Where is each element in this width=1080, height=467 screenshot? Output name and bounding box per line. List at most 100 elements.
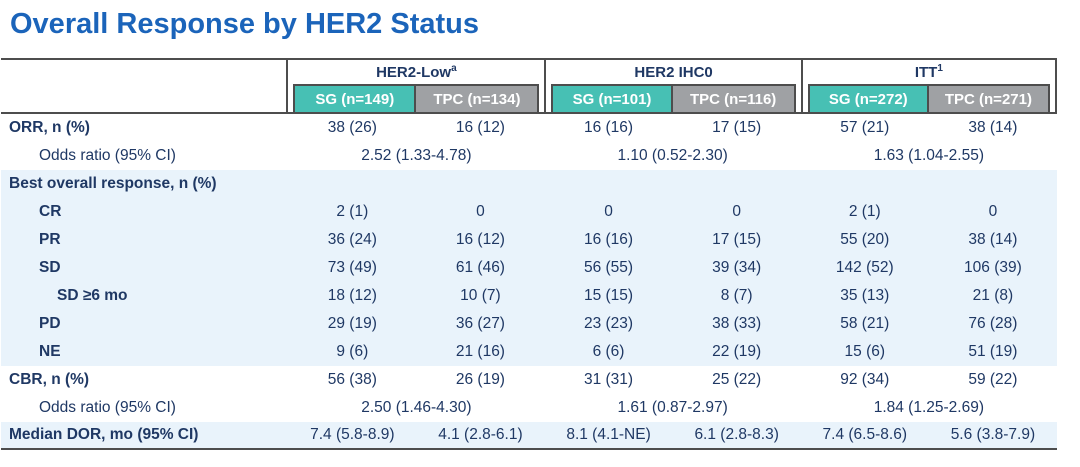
value-cell: 8.1 (4.1-NE) (544, 422, 673, 450)
table-row: PR 36 (24) 16 (12) 16 (16) 17 (15) 55 (20) 38 … (1, 226, 1057, 254)
row-label: CBR, n (%) (1, 366, 289, 394)
row-label: PD (1, 310, 289, 338)
row-label: Best overall response, n (%) (1, 170, 289, 198)
value-cell: 36 (27) (416, 310, 545, 338)
table-row: ORR, n (%) 38 (26) 16 (12) 16 (16) 17 (15) 57… (1, 114, 1057, 142)
value-cell: 61 (46) (416, 254, 545, 282)
page-title: Overall Response by HER2 Status (10, 8, 479, 40)
value-cell: 6 (6) (544, 338, 673, 366)
value-cell: 2.50 (1.46-4.30) (288, 394, 545, 422)
sg-header-chip: SG (n=101) (551, 84, 673, 112)
value-cell: 26 (19) (416, 366, 545, 394)
value-cell: 35 (13) (800, 282, 929, 310)
value-cell: 106 (39) (928, 254, 1057, 282)
value-cell: 16 (16) (544, 114, 673, 142)
row-label: PR (1, 226, 289, 254)
value-cell (800, 170, 929, 198)
value-cell: 0 (544, 198, 673, 226)
value-cell: 10 (7) (416, 282, 545, 310)
table-row: CBR, n (%) 56 (38) 26 (19) 31 (31) 25 (22) 92… (1, 366, 1057, 394)
value-cell: 2 (1) (800, 198, 929, 226)
value-cell: 16 (12) (416, 114, 545, 142)
value-cell: 57 (21) (800, 114, 929, 142)
value-cell: 1.63 (1.04-2.55) (800, 142, 1057, 170)
value-cell: 21 (16) (416, 338, 545, 366)
value-cell (928, 170, 1057, 198)
value-cell: 0 (672, 198, 801, 226)
row-label: ORR, n (%) (1, 114, 289, 142)
value-cell: 22 (19) (672, 338, 801, 366)
row-label: NE (1, 338, 289, 366)
value-cell: 21 (8) (928, 282, 1057, 310)
table-row: SD 73 (49) 61 (46) 56 (55) 39 (34) 142 (52) 10… (1, 254, 1057, 282)
sg-header-chip: SG (n=149) (293, 84, 417, 112)
value-cell: 58 (21) (800, 310, 929, 338)
value-cell: 39 (34) (672, 254, 801, 282)
group-header-itt: ITT1 (800, 58, 1057, 84)
value-cell: 16 (16) (544, 226, 673, 254)
row-label: SD (1, 254, 289, 282)
value-cell: 7.4 (5.8-8.9) (288, 422, 417, 450)
table-row: Odds ratio (95% CI) 2.52 (1.33-4.78) 1.10 … (1, 142, 1057, 170)
value-cell: 0 (928, 198, 1057, 226)
row-label: Odds ratio (95% CI) (1, 142, 289, 170)
value-cell: 15 (15) (544, 282, 673, 310)
value-cell: 38 (26) (288, 114, 417, 142)
value-cell: 9 (6) (288, 338, 417, 366)
group-header-row: HER2-Lowa HER2 IHC0 ITT1 (1, 58, 1057, 114)
value-cell: 76 (28) (928, 310, 1057, 338)
table-row: Median DOR, mo (95% CI) 7.4 (5.8-8.9) 4.1 … (1, 422, 1057, 450)
value-cell: 55 (20) (800, 226, 929, 254)
value-cell: 0 (416, 198, 545, 226)
value-cell: 17 (15) (672, 114, 801, 142)
value-cell: 51 (19) (928, 338, 1057, 366)
table-row: CR 2 (1) 0 0 0 2 (1) 0 (1, 198, 1057, 226)
value-cell: 18 (12) (288, 282, 417, 310)
value-cell: 15 (6) (800, 338, 929, 366)
value-cell: 31 (31) (544, 366, 673, 394)
value-cell: 73 (49) (288, 254, 417, 282)
value-cell: 2 (1) (288, 198, 417, 226)
value-cell: 38 (14) (928, 226, 1057, 254)
group-superscript: a (451, 63, 457, 74)
value-cell: 4.1 (2.8-6.1) (416, 422, 545, 450)
subheader-tpc-itt: TPC (n=271) (928, 84, 1057, 114)
corner-cell (1, 58, 289, 114)
value-cell: 142 (52) (800, 254, 929, 282)
tpc-header-chip: TPC (n=271) (928, 84, 1050, 112)
tpc-header-chip: TPC (n=134) (416, 84, 540, 112)
subheader-row: SG (n=149) TPC (n=134) SG (n=101) TPC (n… (1, 84, 1057, 114)
value-cell: 1.84 (1.25-2.69) (800, 394, 1057, 422)
sg-header-chip: SG (n=272) (807, 84, 929, 112)
table-row: Odds ratio (95% CI) 2.50 (1.46-4.30) 1.61 … (1, 394, 1057, 422)
value-cell: 17 (15) (672, 226, 801, 254)
value-cell: 25 (22) (672, 366, 801, 394)
group-label: HER2 IHC0 (634, 64, 713, 81)
value-cell (672, 170, 801, 198)
value-cell: 38 (33) (672, 310, 801, 338)
table-row: PD 29 (19) 36 (27) 23 (23) 38 (33) 58 (21) 76 … (1, 310, 1057, 338)
subheader-tpc-her2-low: TPC (n=134) (416, 84, 545, 114)
subheader-tpc-her2-ihc0: TPC (n=116) (672, 84, 801, 114)
value-cell (288, 170, 417, 198)
value-cell: 7.4 (6.5-8.6) (800, 422, 929, 450)
row-label: Odds ratio (95% CI) (1, 394, 289, 422)
subheader-sg-itt: SG (n=272) (800, 84, 929, 114)
table-row: SD ≥6 mo 18 (12) 10 (7) 15 (15) 8 (7) 35 (13)… (1, 282, 1057, 310)
row-label: SD ≥6 mo (1, 282, 289, 310)
tpc-header-chip: TPC (n=116) (672, 84, 796, 112)
value-cell: 16 (12) (416, 226, 545, 254)
subheader-sg-her2-low: SG (n=149) (288, 84, 417, 114)
table-row: NE 9 (6) 21 (16) 6 (6) 22 (19) 15 (6) 51 (19) (1, 338, 1057, 366)
subheader-sg-her2-ihc0: SG (n=101) (544, 84, 673, 114)
value-cell: 8 (7) (672, 282, 801, 310)
group-superscript: 1 (937, 63, 943, 74)
value-cell: 92 (34) (800, 366, 929, 394)
value-cell: 56 (38) (288, 366, 417, 394)
value-cell: 6.1 (2.8-8.3) (672, 422, 801, 450)
group-label: ITT (914, 64, 938, 81)
value-cell (416, 170, 545, 198)
group-header-her2-ihc0: HER2 IHC0 (544, 58, 801, 84)
value-cell: 1.10 (0.52-2.30) (544, 142, 801, 170)
